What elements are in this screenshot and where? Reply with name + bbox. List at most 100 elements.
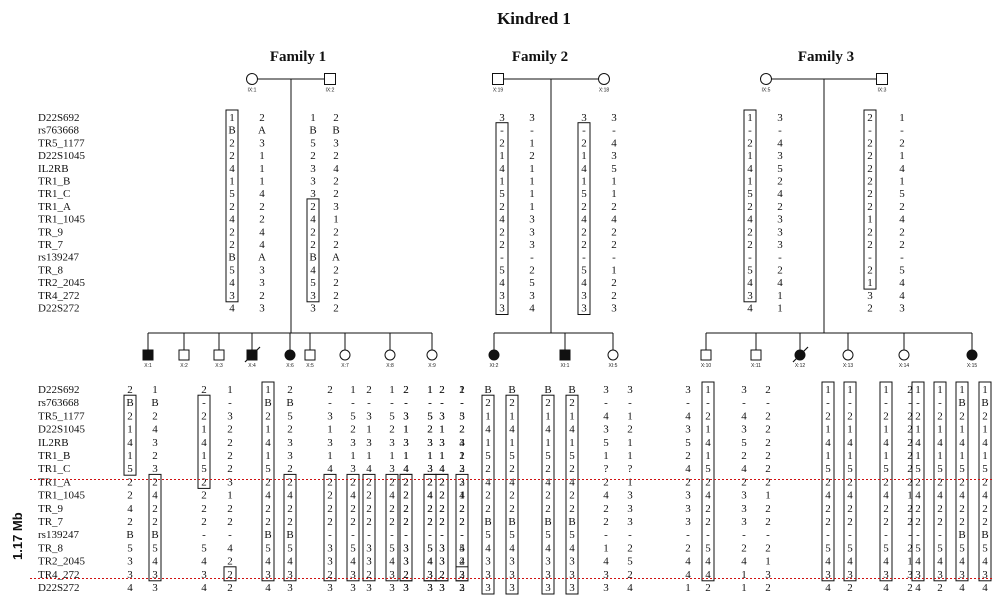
- allele: 1: [825, 384, 831, 396]
- allele: 2: [259, 112, 265, 124]
- allele: 5: [747, 264, 753, 276]
- allele: -: [604, 397, 608, 409]
- allele: 2: [265, 476, 271, 488]
- allele: 2: [389, 516, 395, 528]
- allele: 1: [529, 176, 535, 188]
- allele: 3: [439, 582, 445, 594]
- allele: 3: [403, 556, 409, 568]
- allele: 1: [459, 450, 465, 462]
- allele: 1: [201, 424, 207, 436]
- individual-id: X:18: [599, 88, 610, 94]
- allele: 2: [403, 503, 409, 515]
- allele: 5: [847, 463, 853, 475]
- allele: 1: [485, 410, 491, 422]
- allele: 4: [366, 463, 372, 475]
- allele: 5: [499, 188, 505, 200]
- allele: 3: [403, 410, 409, 422]
- individual-id: X:19: [493, 88, 504, 94]
- allele: 3: [509, 556, 515, 568]
- allele: 2: [287, 516, 293, 528]
- allele: 4: [509, 476, 515, 488]
- allele: 5: [459, 542, 465, 554]
- allele: 2: [485, 397, 491, 409]
- allele: 4: [485, 424, 491, 436]
- allele: 4: [899, 163, 905, 175]
- allele: B: [544, 516, 551, 528]
- haplotype-box: [197, 394, 211, 489]
- allele: 2: [915, 410, 921, 422]
- allele: 3: [529, 214, 535, 226]
- allele: 3: [529, 226, 535, 238]
- individual-id: IX:2: [326, 88, 335, 94]
- allele: 3: [439, 437, 445, 449]
- allele: 3: [867, 290, 873, 302]
- allele: -: [202, 397, 206, 409]
- allele: 2: [545, 490, 551, 502]
- allele: 4: [389, 490, 395, 502]
- allele: 2: [545, 463, 551, 475]
- allele: 3: [741, 490, 747, 502]
- allele: 3: [569, 582, 575, 594]
- allele: 3: [959, 569, 965, 581]
- allele: 3: [127, 569, 133, 581]
- allele: 2: [545, 503, 551, 515]
- allele: 4: [883, 490, 889, 502]
- allele: 3: [459, 437, 465, 449]
- allele: 2: [403, 384, 409, 396]
- allele: -: [428, 397, 432, 409]
- female-symbol: [898, 349, 910, 361]
- allele: 4: [259, 239, 265, 251]
- allele: 2: [867, 150, 873, 162]
- allele: 1: [389, 384, 395, 396]
- marker-label-bottom: TR1_B: [38, 450, 70, 462]
- allele: 4: [265, 490, 271, 502]
- allele: 1: [499, 150, 505, 162]
- allele: 2: [867, 188, 873, 200]
- deceased-slash: [792, 346, 809, 363]
- allele: 2: [499, 201, 505, 213]
- allele: 2: [765, 437, 771, 449]
- allele: -: [868, 252, 872, 264]
- allele: 2: [350, 503, 356, 515]
- allele: 2: [569, 490, 575, 502]
- allele: 3: [545, 569, 551, 581]
- allele: 3: [389, 569, 395, 581]
- marker-label-bottom: IL2RB: [38, 437, 69, 449]
- allele: 3: [459, 569, 465, 581]
- allele: 2: [327, 490, 333, 502]
- haplotype-boxes: [123, 109, 992, 595]
- allele: B: [264, 529, 271, 541]
- allele: 2: [439, 490, 445, 502]
- allele: 2: [777, 176, 783, 188]
- allele: -: [202, 529, 206, 541]
- allele: 1: [959, 384, 965, 396]
- allele: 1: [915, 424, 921, 436]
- allele: 1: [403, 450, 409, 462]
- allele: 2: [459, 424, 465, 436]
- allele: 3: [265, 569, 271, 581]
- allele: 4: [825, 437, 831, 449]
- allele: 2: [747, 137, 753, 149]
- allele: 2: [403, 476, 409, 488]
- allele: 2: [439, 476, 445, 488]
- allele: 2: [777, 201, 783, 213]
- allele: 3: [627, 503, 633, 515]
- haplotype-box: [225, 109, 239, 303]
- allele: -: [460, 529, 464, 541]
- allele: 2: [459, 503, 465, 515]
- allele: -: [766, 529, 770, 541]
- allele: 1: [310, 112, 316, 124]
- allele: B: [309, 252, 316, 264]
- allele: 2: [152, 476, 158, 488]
- allele: 5: [499, 264, 505, 276]
- individual-id: X:13: [843, 363, 854, 369]
- allele: 2: [915, 516, 921, 528]
- allele: 2: [937, 582, 943, 594]
- allele: A: [258, 252, 266, 264]
- allele: 3: [529, 239, 535, 251]
- allele: -: [460, 529, 464, 541]
- allele: 2: [741, 542, 747, 554]
- allele: 2: [459, 516, 465, 528]
- allele: -: [826, 529, 830, 541]
- marker-label-bottom: D22S692: [38, 384, 80, 396]
